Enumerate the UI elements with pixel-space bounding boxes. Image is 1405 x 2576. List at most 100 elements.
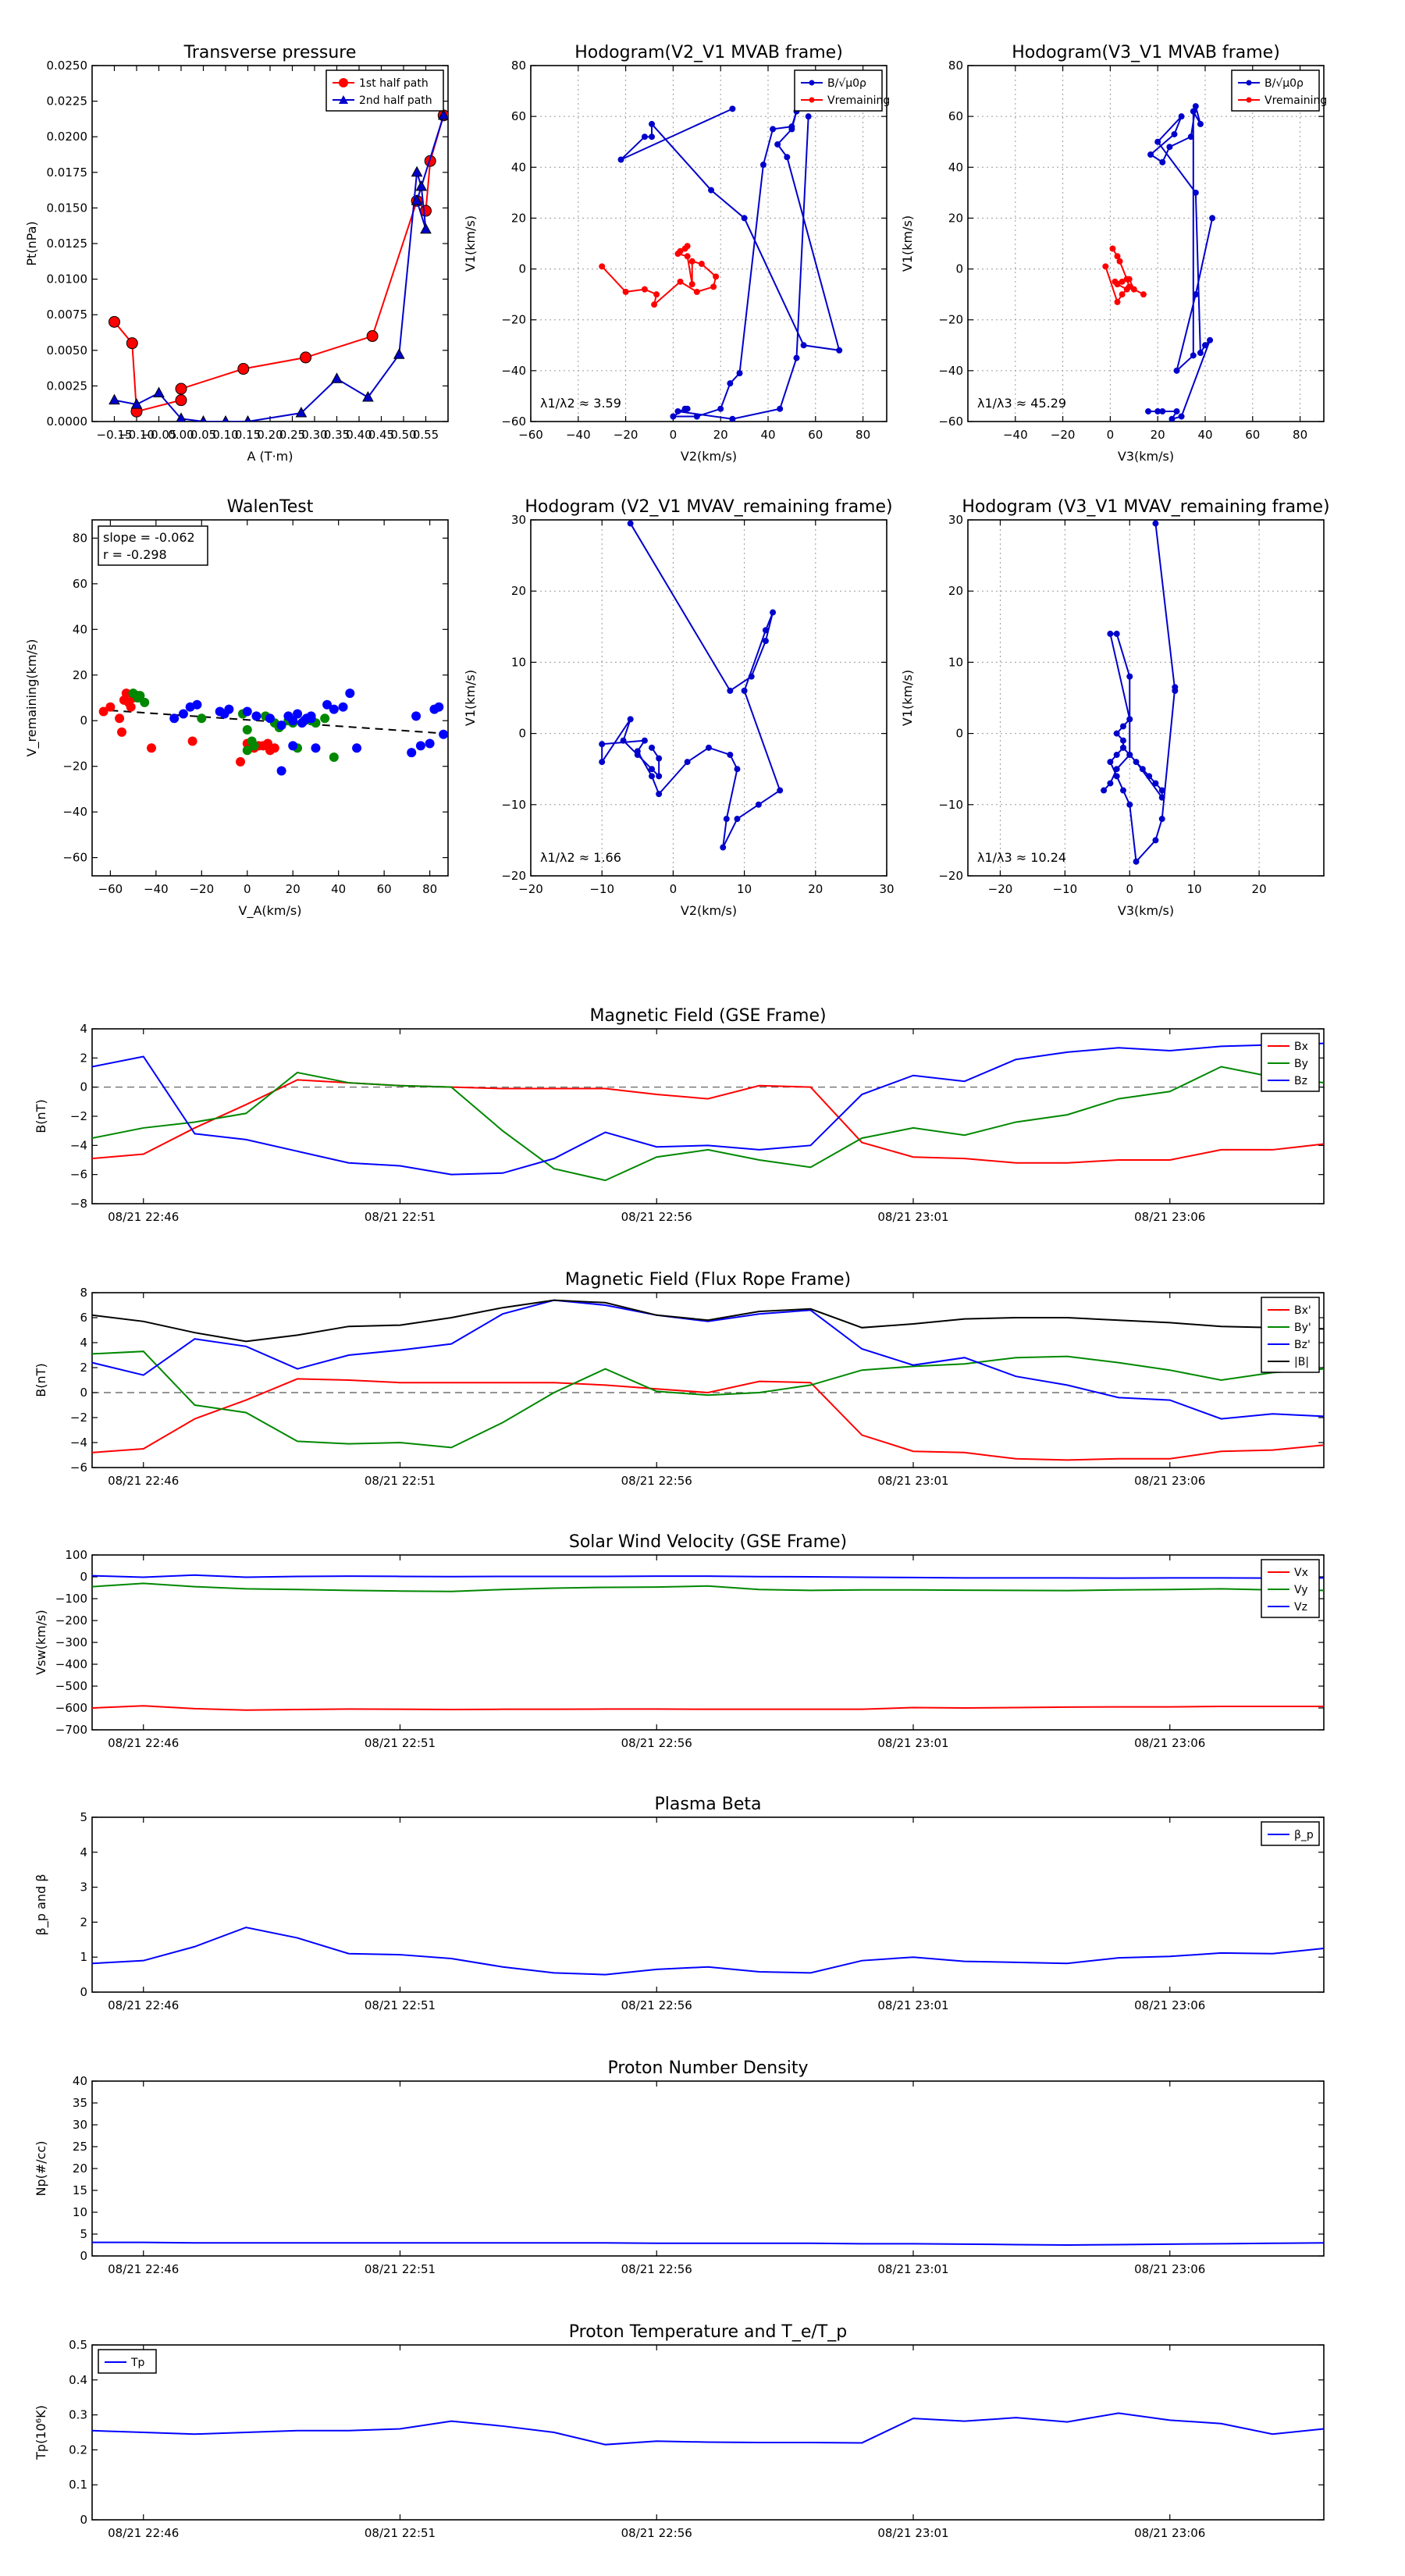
data-point	[175, 394, 187, 407]
y-tick-label: −500	[55, 1679, 87, 1693]
x-tick-label: 0.00	[168, 428, 194, 442]
data-point	[1107, 759, 1114, 766]
x-tick-label: 20	[1252, 882, 1267, 896]
x-tick-label: 08/21 23:06	[1134, 1736, 1205, 1750]
axis-frame	[91, 1816, 1325, 1993]
data-point	[1126, 283, 1133, 290]
y-tick-label: −10	[938, 798, 963, 812]
y-tick-label: 80	[511, 59, 526, 73]
data-point	[126, 337, 138, 350]
y-tick-label: −40	[938, 364, 963, 378]
stats-box	[98, 525, 208, 566]
x-tick-label: −20	[1051, 428, 1076, 442]
legend: Tp	[98, 2349, 157, 2374]
legend-label: |B|	[1294, 1356, 1309, 1368]
data-point	[748, 673, 755, 680]
data-layer	[92, 1042, 1324, 1182]
plot-area	[92, 1817, 1324, 1992]
x-tick-label: −20	[189, 882, 214, 896]
x-tick-label: 08/21 23:06	[1134, 1474, 1205, 1488]
y-tick-label: 0.5	[69, 2338, 87, 2352]
data-layer	[599, 105, 843, 422]
legend-label: Vremaining	[827, 94, 890, 107]
axis-frame	[530, 519, 887, 877]
axis-frame	[91, 519, 449, 877]
plot-area	[968, 520, 1324, 876]
legend-label: β_p	[1294, 1829, 1314, 1841]
panel-hodo2: −60 −40 −20 0 20 40 60 80 −40 −20 0 20 40 60 80 Hodogra…	[900, 43, 1327, 464]
x-tick-label: 08/21 22:56	[621, 1998, 692, 2012]
x-tick-label: 08/21 22:56	[621, 2526, 692, 2540]
data-point	[1152, 780, 1159, 787]
chart-title: Hodogram (V3_V1 MVAV_remaining frame)	[962, 497, 1329, 517]
plot-area	[92, 66, 448, 422]
scatter-point	[242, 724, 252, 735]
data-point	[366, 330, 379, 343]
data-point	[805, 113, 812, 120]
plot-area	[531, 66, 887, 422]
data-point	[684, 253, 691, 260]
y-tick-label: 0.0000	[47, 415, 88, 429]
data-point	[200, 415, 207, 422]
data-point	[688, 258, 695, 265]
y-axis-label: B(nT)	[34, 1363, 48, 1397]
scatter-point	[121, 688, 131, 699]
data-point	[734, 766, 741, 773]
data-point	[1197, 120, 1204, 127]
data-layer	[92, 2241, 1324, 2247]
y-tick-label: 2	[80, 1361, 87, 1375]
x-tick-label: 08/21 22:46	[108, 1736, 179, 1750]
legend-marker	[339, 95, 348, 104]
y-tick-label: 80	[948, 59, 963, 73]
scatter-point	[242, 706, 252, 717]
data-point	[1192, 189, 1199, 196]
legend-box	[1231, 69, 1320, 112]
x-tick-label: 20	[1151, 428, 1165, 442]
data-point	[599, 741, 606, 748]
data-point	[1152, 520, 1159, 527]
x-tick-label: 08/21 22:56	[621, 1736, 692, 1750]
y-tick-label: −2	[70, 1109, 87, 1123]
data-point	[1107, 780, 1114, 787]
y-tick-label: 20	[948, 584, 963, 598]
y-axis-label: V1(km/s)	[900, 215, 915, 272]
series-line-tp	[92, 2412, 1324, 2446]
series-line-vx	[92, 1705, 1324, 1711]
scatter-point	[135, 691, 145, 701]
scatter-point	[407, 748, 417, 758]
scatter-point	[178, 709, 188, 719]
y-tick-label: −4	[70, 1436, 87, 1450]
y-tick-label: 0	[80, 1570, 87, 1584]
data-point	[1197, 350, 1204, 357]
data-point	[108, 315, 120, 328]
chart-title: Magnetic Field (GSE Frame)	[589, 1006, 826, 1026]
x-tick-label: −40	[1003, 428, 1028, 442]
data-point	[1202, 342, 1208, 349]
data-point	[649, 766, 656, 773]
series-line-2nd-half-path	[114, 115, 445, 422]
data-point	[1113, 766, 1120, 773]
data-point	[729, 415, 736, 422]
y-tick-label: 2	[80, 1915, 87, 1929]
data-point	[656, 773, 663, 780]
data-point	[1126, 801, 1133, 808]
series-line-vz	[92, 1574, 1324, 1579]
data-point	[1119, 723, 1126, 730]
legend-box	[325, 69, 444, 112]
annotation-text: λ1/λ3 ≈ 10.24	[977, 850, 1066, 865]
data-point	[1166, 144, 1173, 151]
data-point	[1126, 673, 1133, 680]
data-point	[1119, 278, 1126, 285]
x-tick-label: 08/21 23:06	[1134, 1998, 1205, 2012]
y-tick-label: 10	[73, 2205, 87, 2219]
scatter-point	[434, 702, 444, 712]
x-tick-label: 0	[244, 882, 251, 896]
x-tick-label: −20	[614, 428, 638, 442]
data-point	[1158, 794, 1165, 801]
x-tick-label: 08/21 22:46	[108, 2526, 179, 2540]
data-point	[693, 413, 700, 420]
data-point	[641, 737, 648, 744]
legend: Vx Vy Vz	[1261, 1559, 1320, 1618]
y-tick-label: 0.0175	[47, 165, 88, 180]
axis-frame	[530, 65, 887, 422]
